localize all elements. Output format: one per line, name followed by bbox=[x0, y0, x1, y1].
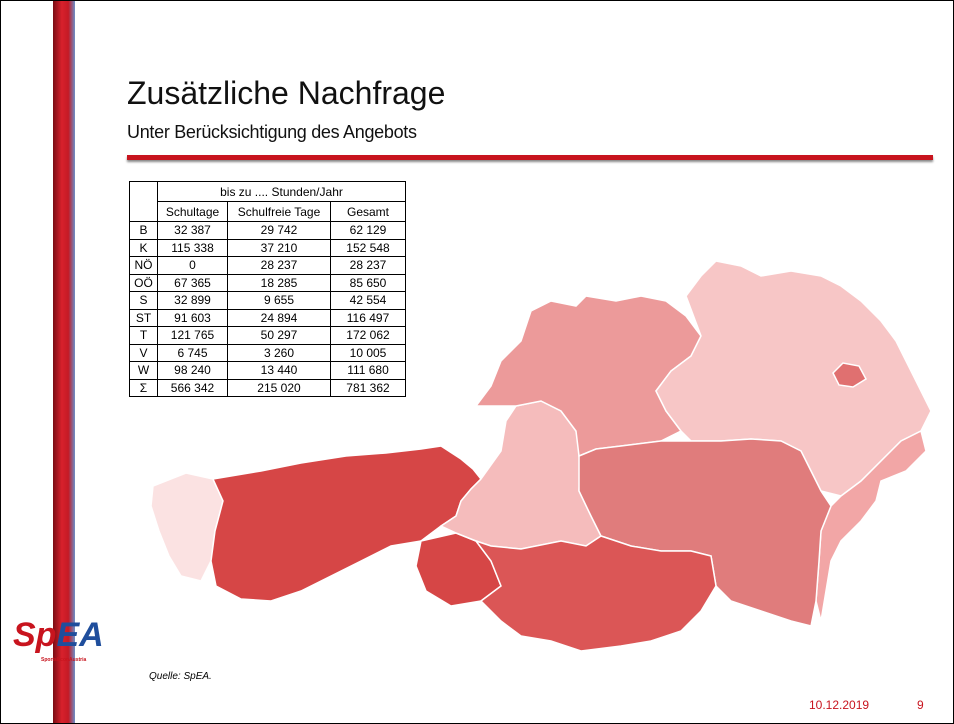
logo-tagline: SportsEconAustria bbox=[41, 657, 87, 663]
title-rule bbox=[127, 155, 933, 160]
table-cell: 18 285 bbox=[227, 273, 331, 292]
logo-part: Sp bbox=[13, 616, 57, 654]
group-header: bis zu .... Stunden/Jahr bbox=[157, 181, 406, 202]
logo: SpEA bbox=[13, 616, 104, 655]
table-cell: 152 548 bbox=[330, 238, 406, 257]
table-cell: 9 655 bbox=[227, 291, 331, 310]
table-row: W 98 240 13 440 111 680 bbox=[129, 361, 406, 380]
table-cell: 42 554 bbox=[330, 291, 406, 310]
table-cell: 28 237 bbox=[330, 256, 406, 275]
table-cell: 116 497 bbox=[330, 308, 406, 327]
table-cell: 29 742 bbox=[227, 221, 331, 240]
table-row: Σ 566 342 215 020 781 362 bbox=[129, 378, 406, 397]
region-k bbox=[473, 535, 717, 652]
table-cell: 24 894 bbox=[227, 308, 331, 327]
region-w bbox=[832, 362, 867, 388]
row-label: T bbox=[129, 326, 158, 345]
table-cell: 10 005 bbox=[330, 343, 406, 362]
row-label: Σ bbox=[129, 378, 158, 397]
row-label: ST bbox=[129, 308, 158, 327]
column-header: Gesamt bbox=[330, 201, 406, 222]
table-cell: 62 129 bbox=[330, 221, 406, 240]
table-row: OÖ 67 365 18 285 85 650 bbox=[129, 273, 406, 292]
table-cell: 115 338 bbox=[157, 238, 228, 257]
table-row: B 32 387 29 742 62 129 bbox=[129, 221, 406, 240]
table-cell: 32 387 bbox=[157, 221, 228, 240]
table-row: S 32 899 9 655 42 554 bbox=[129, 291, 406, 310]
demand-table: bis zu .... Stunden/Jahr Schultage Schulf… bbox=[129, 181, 406, 397]
table-cell: 566 342 bbox=[157, 378, 228, 397]
date: 10.12.2019 bbox=[809, 698, 870, 712]
row-label: W bbox=[129, 361, 158, 380]
column-header-row: Schultage Schulfreie Tage Gesamt bbox=[130, 201, 406, 222]
source: Quelle: SpEA. bbox=[149, 671, 212, 682]
region-v bbox=[150, 472, 224, 582]
table-cell: 98 240 bbox=[157, 361, 228, 380]
table-row: T 121 765 50 297 172 062 bbox=[129, 326, 406, 345]
table-cell: 172 062 bbox=[330, 326, 406, 345]
table-cell: 6 745 bbox=[157, 343, 228, 362]
table-row: K 115 338 37 210 152 548 bbox=[129, 238, 406, 257]
corner-cell bbox=[129, 181, 158, 222]
row-label: B bbox=[129, 221, 158, 240]
table-cell: 32 899 bbox=[157, 291, 228, 310]
table-cell: 215 020 bbox=[227, 378, 331, 397]
logo-part: EA bbox=[56, 616, 104, 654]
table-cell: 111 680 bbox=[330, 361, 406, 380]
table-row: ST 91 603 24 894 116 497 bbox=[129, 308, 406, 327]
table-cell: 3 260 bbox=[227, 343, 331, 362]
row-label: NÖ bbox=[129, 256, 158, 275]
table-cell: 37 210 bbox=[227, 238, 331, 257]
group-header-row: bis zu .... Stunden/Jahr bbox=[129, 181, 406, 222]
column-header: Schultage bbox=[157, 201, 228, 222]
row-label: V bbox=[129, 343, 158, 362]
table-cell: 121 765 bbox=[157, 326, 228, 345]
table-cell: 28 237 bbox=[227, 256, 331, 275]
subtitle: Unter Berücksichtigung des Angebots bbox=[127, 122, 417, 142]
row-label: K bbox=[129, 238, 158, 257]
column-header: Schulfreie Tage bbox=[227, 201, 331, 222]
side-bar bbox=[53, 1, 75, 723]
title: Zusätzliche Nachfrage bbox=[127, 75, 446, 111]
table-cell: 781 362 bbox=[330, 378, 406, 397]
page-number: 9 bbox=[917, 698, 924, 712]
table-cell: 67 365 bbox=[157, 273, 228, 292]
table-row: NÖ 0 28 237 28 237 bbox=[129, 256, 406, 275]
table-cell: 0 bbox=[157, 256, 228, 275]
row-label: S bbox=[129, 291, 158, 310]
table-cell: 85 650 bbox=[330, 273, 406, 292]
table-cell: 91 603 bbox=[157, 308, 228, 327]
table-cell: 50 297 bbox=[227, 326, 331, 345]
row-label: OÖ bbox=[129, 273, 158, 292]
table-body: bis zu .... Stunden/Jahr Schultage Schulf… bbox=[129, 181, 406, 397]
table-cell: 13 440 bbox=[227, 361, 331, 380]
